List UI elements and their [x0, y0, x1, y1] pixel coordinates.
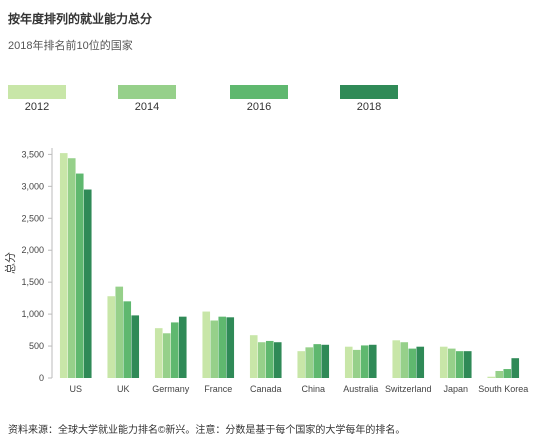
- bar-switzerland-2012[interactable]: [392, 340, 401, 378]
- bar-us-2016[interactable]: [75, 173, 84, 378]
- legend-item-2016[interactable]: 2016: [230, 82, 330, 122]
- bar-china-2012[interactable]: [297, 351, 306, 378]
- legend-swatch: [8, 85, 66, 99]
- bar-china-2014[interactable]: [305, 347, 314, 378]
- bar-south-korea-2016[interactable]: [503, 369, 512, 378]
- x-tick-label: UK: [117, 384, 130, 394]
- bar-germany-2018[interactable]: [178, 316, 187, 378]
- y-tick-label: 500: [29, 341, 44, 351]
- y-axis: 0 500 1,000 1,500 2,000 2,500 3,000 3,500: [21, 148, 53, 383]
- bar-uk-2016[interactable]: [123, 301, 132, 378]
- legend-swatch: [230, 85, 288, 99]
- bar-uk-2018[interactable]: [131, 315, 140, 378]
- bar-canada-2018[interactable]: [273, 342, 282, 378]
- bar-japan-2018[interactable]: [463, 351, 472, 378]
- y-tick-label: 1,500: [21, 277, 44, 287]
- bar-china-2016[interactable]: [313, 344, 322, 378]
- y-tick-label: 2,500: [21, 213, 44, 223]
- x-tick-label: China: [301, 384, 325, 394]
- y-tick-label: 3,500: [21, 149, 44, 159]
- x-tick-label: Japan: [443, 384, 468, 394]
- bar-canada-2016[interactable]: [265, 340, 274, 378]
- bar-uk-2012[interactable]: [107, 296, 116, 378]
- x-tick-label: Switzerland: [385, 384, 432, 394]
- bar-us-2014[interactable]: [67, 158, 76, 378]
- bar-japan-2012[interactable]: [439, 346, 448, 378]
- x-tick-label: Canada: [250, 384, 282, 394]
- legend-item-2012[interactable]: 2012: [8, 82, 108, 122]
- bar-france-2014[interactable]: [210, 320, 219, 379]
- legend-swatch: [118, 85, 176, 99]
- bar-switzerland-2014[interactable]: [400, 342, 409, 378]
- x-tick-label: France: [204, 384, 232, 394]
- x-tick-label: South Korea: [478, 384, 528, 394]
- legend-label: 2014: [134, 101, 160, 113]
- bar-china-2018[interactable]: [321, 344, 330, 378]
- bar-south-korea-2014[interactable]: [495, 370, 504, 378]
- x-tick-label: Germany: [152, 384, 190, 394]
- bar-canada-2014[interactable]: [257, 342, 266, 378]
- y-axis-label: 总分: [3, 252, 17, 274]
- bar-australia-2018[interactable]: [368, 344, 377, 378]
- x-tick-label: US: [69, 384, 82, 394]
- bar-australia-2016[interactable]: [360, 345, 369, 378]
- bar-germany-2016[interactable]: [170, 322, 179, 378]
- chart-subtitle: 2018年排名前10位的国家: [8, 40, 133, 52]
- y-tick-label: 0: [39, 373, 44, 383]
- bar-south-korea-2012[interactable]: [487, 376, 496, 378]
- bar-us-2018[interactable]: [83, 189, 92, 378]
- legend-item-2014[interactable]: 2014: [118, 82, 218, 122]
- bar-japan-2016[interactable]: [455, 351, 464, 378]
- bar-uk-2014[interactable]: [115, 286, 124, 378]
- bar-australia-2012[interactable]: [344, 346, 353, 378]
- y-tick-label: 1,000: [21, 309, 44, 319]
- x-tick-label: Australia: [343, 384, 378, 394]
- legend-swatch: [340, 85, 398, 99]
- y-tick-label: 2,000: [21, 245, 44, 255]
- bar-canada-2012[interactable]: [249, 335, 258, 378]
- chart-title: 按年度排列的就业能力总分: [8, 12, 153, 26]
- bar-france-2016[interactable]: [218, 316, 227, 378]
- legend-item-2018[interactable]: 2018: [340, 82, 440, 122]
- bar-switzerland-2016[interactable]: [408, 348, 417, 378]
- bar-south-korea-2018[interactable]: [511, 358, 520, 378]
- legend-label: 2016: [246, 101, 272, 113]
- bar-germany-2012[interactable]: [154, 328, 163, 378]
- bar-switzerland-2018[interactable]: [416, 346, 425, 378]
- legend-label: 2012: [24, 101, 50, 113]
- bar-france-2012[interactable]: [202, 311, 211, 378]
- x-axis: US UK Germany France Canada China Australia Swi…: [69, 384, 528, 394]
- bar-australia-2014[interactable]: [352, 349, 361, 378]
- bars-group: [59, 153, 520, 379]
- bar-japan-2014[interactable]: [447, 348, 456, 378]
- footer-source-note: 资料来源：全球大学就业能力排名©新兴。注意：分数是基于每个国家的大学每年的排名。: [8, 425, 406, 436]
- bar-germany-2014[interactable]: [162, 333, 171, 378]
- y-tick-label: 3,000: [21, 181, 44, 191]
- bar-france-2018[interactable]: [226, 317, 235, 378]
- legend-label: 2018: [356, 101, 382, 113]
- bar-us-2012[interactable]: [59, 153, 68, 378]
